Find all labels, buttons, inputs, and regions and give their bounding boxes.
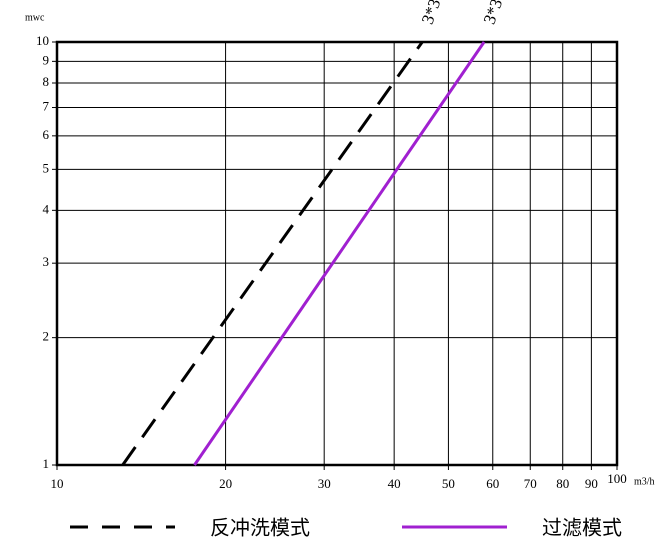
legend-label: 反冲洗模式 [210, 516, 310, 540]
y-tick-label: 3 [43, 254, 50, 269]
x-tick-label: 80 [556, 476, 569, 491]
legend-label: 过滤模式 [542, 516, 622, 540]
x-tick-label: 90 [585, 476, 598, 491]
plot-frame [55, 40, 619, 467]
line-annotation: 3*3 [418, 0, 445, 27]
y-tick-label: 2 [43, 329, 50, 344]
x-tick-label: 100 [607, 471, 627, 486]
x-tick-label: 10 [51, 476, 64, 491]
x-tick-label: 70 [524, 476, 537, 491]
x-tick-label: 40 [388, 476, 401, 491]
x-tick-label: 50 [442, 476, 455, 491]
y-tick-label: 1 [43, 456, 50, 471]
y-tick-label: 8 [43, 74, 50, 89]
x-tick-label: 20 [219, 476, 232, 491]
data-line [193, 41, 486, 466]
y-tick-label: 9 [43, 52, 50, 67]
y-tick-label: 4 [43, 201, 50, 216]
y-tick-label: 5 [43, 160, 50, 175]
x-axis-label: m3/h [634, 476, 655, 487]
y-tick-label: 7 [43, 99, 50, 114]
line-annotation: 3*3 [480, 0, 507, 27]
y-tick-label: 6 [43, 127, 50, 142]
x-tick-label: 30 [318, 476, 331, 491]
y-axis-label: mwc [25, 12, 45, 23]
y-tick-label: 10 [36, 33, 49, 48]
x-tick-label: 60 [486, 476, 499, 491]
data-line [121, 41, 424, 466]
